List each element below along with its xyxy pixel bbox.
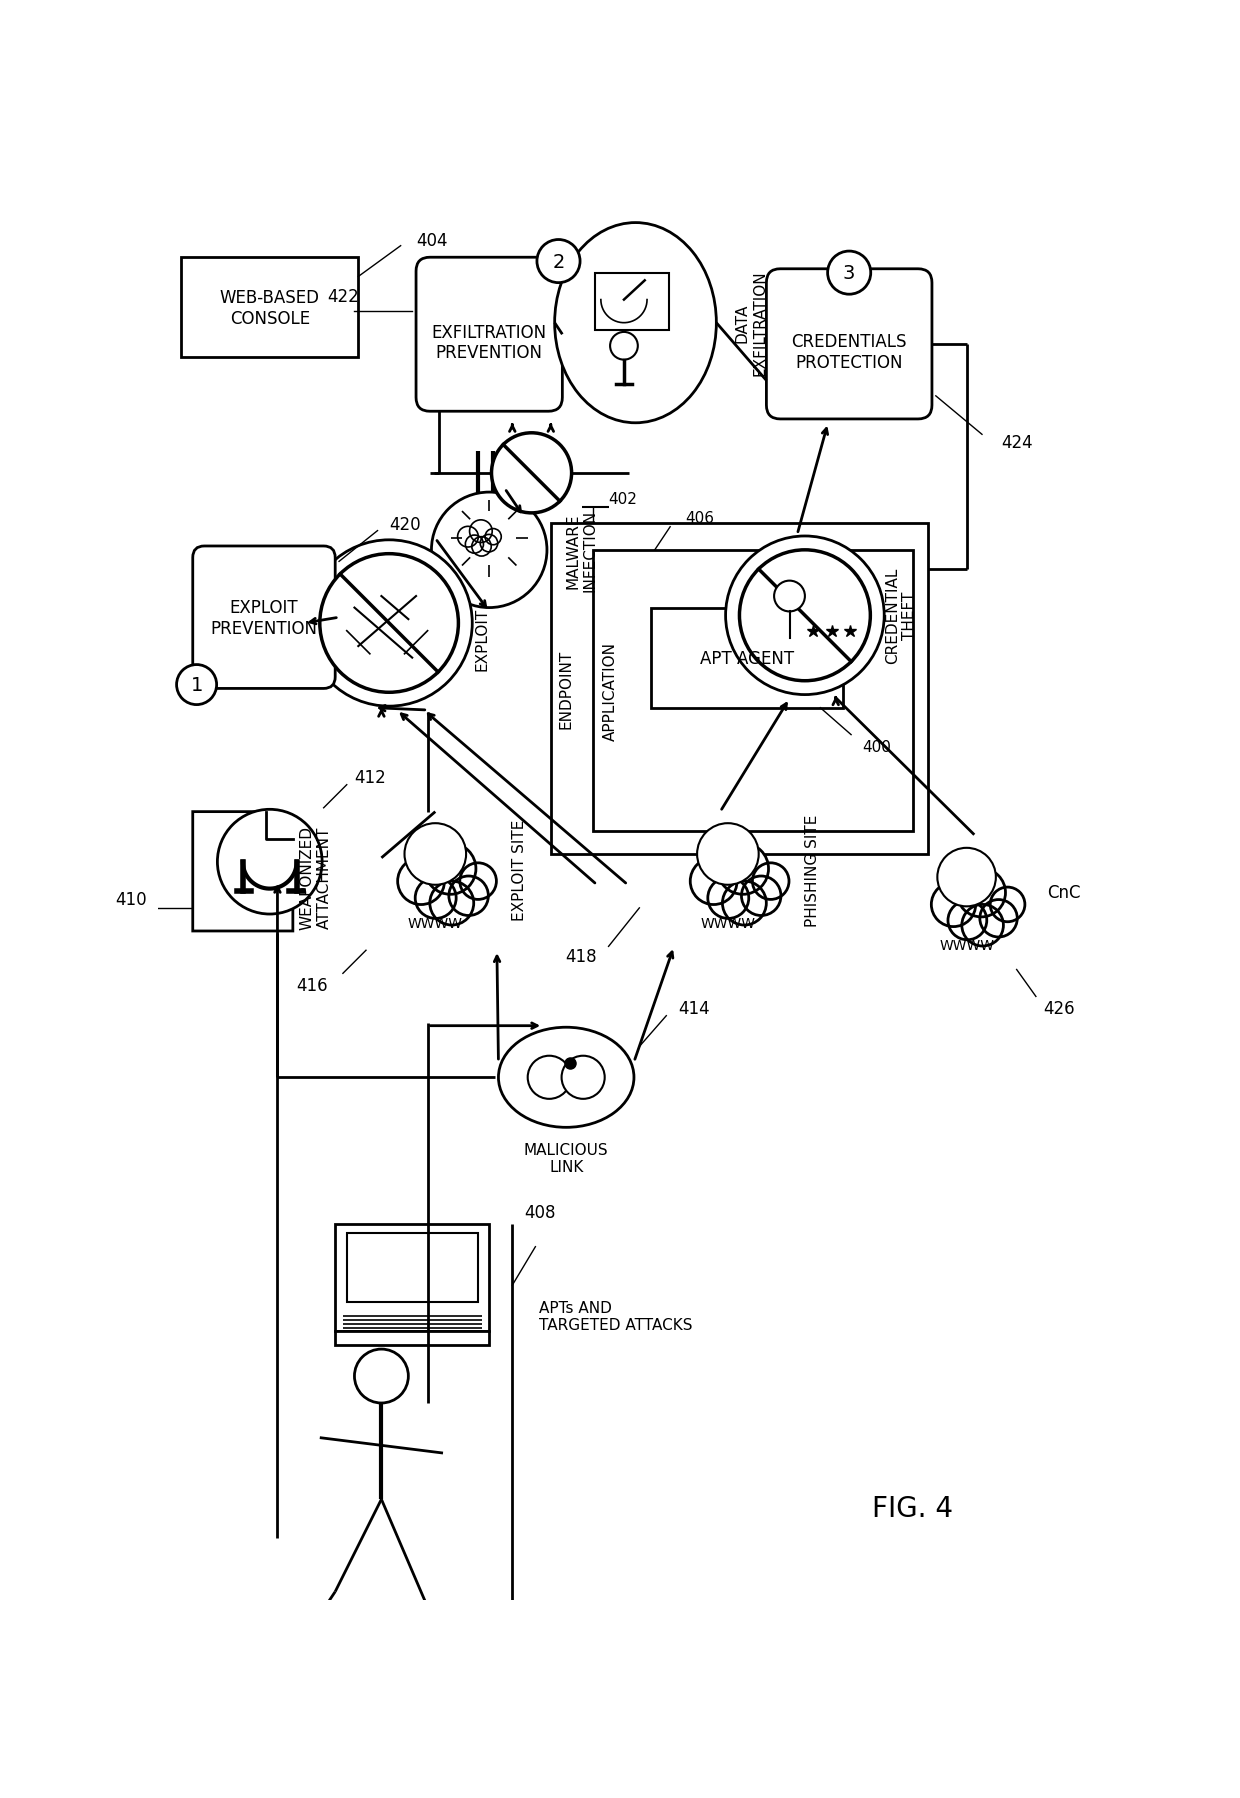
- Circle shape: [827, 252, 870, 295]
- Circle shape: [528, 1055, 570, 1099]
- Circle shape: [320, 554, 459, 692]
- Text: CREDENTIAL
THEFT: CREDENTIAL THEFT: [885, 568, 918, 663]
- Text: 424: 424: [1001, 433, 1033, 451]
- FancyBboxPatch shape: [417, 259, 563, 412]
- Circle shape: [753, 863, 789, 901]
- FancyBboxPatch shape: [192, 547, 335, 689]
- Text: 408: 408: [523, 1203, 556, 1221]
- Circle shape: [957, 868, 1006, 917]
- Circle shape: [980, 901, 1017, 937]
- Bar: [595, 273, 668, 331]
- Circle shape: [306, 541, 472, 707]
- Text: WEAPONIZED
ATTACHMENT: WEAPONIZED ATTACHMENT: [300, 825, 332, 930]
- Text: CnC: CnC: [1048, 885, 1081, 903]
- Circle shape: [717, 843, 769, 895]
- Text: 404: 404: [417, 232, 448, 250]
- Circle shape: [485, 529, 501, 545]
- Circle shape: [460, 863, 496, 901]
- Text: 402: 402: [609, 491, 637, 507]
- Text: APT AGENT: APT AGENT: [701, 649, 794, 667]
- Text: MALICIOUS
LINK: MALICIOUS LINK: [523, 1142, 609, 1174]
- Circle shape: [742, 876, 781, 915]
- Text: WWWW: WWWW: [701, 917, 755, 931]
- Text: EXPLOIT
PREVENTION: EXPLOIT PREVENTION: [211, 599, 317, 636]
- Text: PHISHING SITE: PHISHING SITE: [805, 814, 820, 926]
- Circle shape: [774, 581, 805, 611]
- Circle shape: [991, 888, 1025, 922]
- Circle shape: [725, 536, 884, 696]
- Text: 406: 406: [686, 511, 714, 525]
- Text: 422: 422: [327, 288, 360, 306]
- Circle shape: [472, 538, 491, 557]
- Circle shape: [723, 881, 766, 926]
- Circle shape: [931, 883, 976, 928]
- Text: 420: 420: [389, 516, 420, 534]
- Text: 1: 1: [191, 676, 203, 694]
- Text: APPLICATION: APPLICATION: [603, 642, 618, 741]
- Text: 426: 426: [1044, 1000, 1075, 1018]
- Text: 412: 412: [355, 768, 386, 786]
- Circle shape: [937, 849, 996, 906]
- Bar: [551, 523, 928, 854]
- Text: DATA
EXFILTRATION: DATA EXFILTRATION: [735, 271, 768, 376]
- Text: MALWARE
INFECTION: MALWARE INFECTION: [565, 509, 598, 592]
- Text: 416: 416: [296, 976, 327, 994]
- Text: 2: 2: [552, 252, 564, 271]
- Polygon shape: [192, 813, 293, 931]
- Text: 414: 414: [678, 1000, 709, 1018]
- Bar: [347, 1233, 477, 1302]
- Bar: [335, 1332, 490, 1345]
- Circle shape: [449, 876, 489, 915]
- Text: FIG. 4: FIG. 4: [872, 1494, 954, 1523]
- Text: 410: 410: [115, 890, 146, 908]
- Bar: [593, 550, 913, 831]
- Circle shape: [415, 877, 456, 919]
- Text: 3: 3: [843, 264, 856, 282]
- Circle shape: [217, 809, 322, 915]
- Text: CREDENTIALS
PROTECTION: CREDENTIALS PROTECTION: [791, 333, 906, 372]
- Circle shape: [697, 823, 759, 885]
- Text: 400: 400: [863, 739, 892, 753]
- Text: EXFILTRATION
PREVENTION: EXFILTRATION PREVENTION: [432, 324, 547, 361]
- Text: EXPLOIT SITE: EXPLOIT SITE: [512, 820, 527, 921]
- Text: APTs AND
TARGETED ATTACKS: APTs AND TARGETED ATTACKS: [539, 1300, 693, 1332]
- Text: 418: 418: [565, 948, 596, 966]
- Ellipse shape: [554, 223, 717, 424]
- Circle shape: [465, 536, 484, 554]
- FancyBboxPatch shape: [766, 270, 932, 419]
- Circle shape: [537, 241, 580, 284]
- Circle shape: [691, 858, 737, 904]
- Ellipse shape: [498, 1028, 634, 1127]
- Circle shape: [404, 823, 466, 885]
- Bar: [651, 608, 843, 708]
- Circle shape: [947, 901, 987, 940]
- Circle shape: [432, 493, 547, 608]
- Circle shape: [962, 904, 1003, 946]
- Text: WWWW: WWWW: [408, 917, 463, 931]
- Circle shape: [470, 521, 492, 543]
- Text: EXPLOIT: EXPLOIT: [474, 608, 489, 671]
- Text: ENDPOINT: ENDPOINT: [559, 649, 574, 728]
- Bar: [181, 259, 358, 358]
- Circle shape: [355, 1348, 408, 1402]
- Circle shape: [480, 536, 497, 552]
- Circle shape: [425, 843, 476, 895]
- Text: WWWW: WWWW: [939, 939, 994, 953]
- Circle shape: [430, 881, 474, 926]
- Circle shape: [610, 333, 637, 360]
- Circle shape: [458, 527, 479, 548]
- Bar: [335, 1224, 490, 1332]
- Circle shape: [398, 858, 444, 904]
- Circle shape: [708, 877, 749, 919]
- Text: WEB-BASED
CONSOLE: WEB-BASED CONSOLE: [219, 289, 320, 327]
- Circle shape: [739, 550, 870, 681]
- Circle shape: [562, 1055, 605, 1099]
- Circle shape: [176, 665, 217, 705]
- Circle shape: [491, 433, 572, 514]
